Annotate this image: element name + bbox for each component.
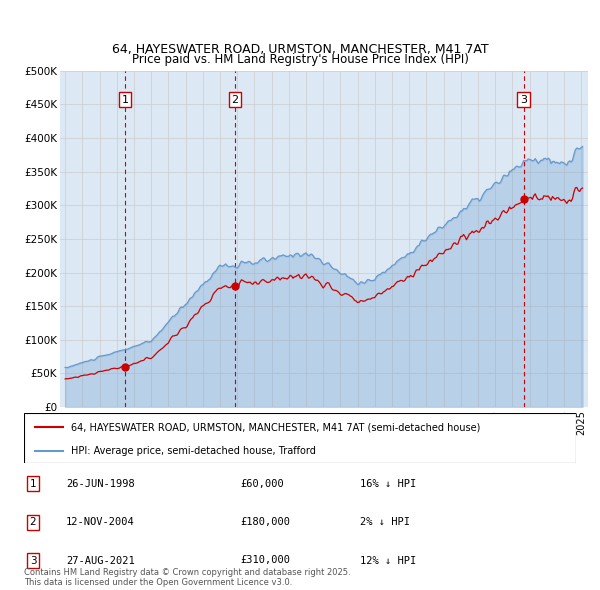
- Text: 3: 3: [29, 556, 37, 565]
- Text: Contains HM Land Registry data © Crown copyright and database right 2025.
This d: Contains HM Land Registry data © Crown c…: [24, 568, 350, 587]
- Text: 2: 2: [232, 95, 238, 104]
- Text: £60,000: £60,000: [240, 479, 284, 489]
- Text: 1: 1: [29, 479, 37, 489]
- Text: 12-NOV-2004: 12-NOV-2004: [66, 517, 135, 527]
- Text: £180,000: £180,000: [240, 517, 290, 527]
- Text: 3: 3: [520, 95, 527, 104]
- Text: 26-JUN-1998: 26-JUN-1998: [66, 479, 135, 489]
- Text: HPI: Average price, semi-detached house, Trafford: HPI: Average price, semi-detached house,…: [71, 445, 316, 455]
- Text: Price paid vs. HM Land Registry's House Price Index (HPI): Price paid vs. HM Land Registry's House …: [131, 53, 469, 66]
- Text: 64, HAYESWATER ROAD, URMSTON, MANCHESTER, M41 7AT (semi-detached house): 64, HAYESWATER ROAD, URMSTON, MANCHESTER…: [71, 422, 480, 432]
- Text: 2% ↓ HPI: 2% ↓ HPI: [360, 517, 410, 527]
- Text: 64, HAYESWATER ROAD, URMSTON, MANCHESTER, M41 7AT: 64, HAYESWATER ROAD, URMSTON, MANCHESTER…: [112, 43, 488, 56]
- Text: 27-AUG-2021: 27-AUG-2021: [66, 556, 135, 565]
- Text: £310,000: £310,000: [240, 556, 290, 565]
- Text: 1: 1: [122, 95, 128, 104]
- Text: 2: 2: [29, 517, 37, 527]
- Text: 16% ↓ HPI: 16% ↓ HPI: [360, 479, 416, 489]
- Text: 12% ↓ HPI: 12% ↓ HPI: [360, 556, 416, 565]
